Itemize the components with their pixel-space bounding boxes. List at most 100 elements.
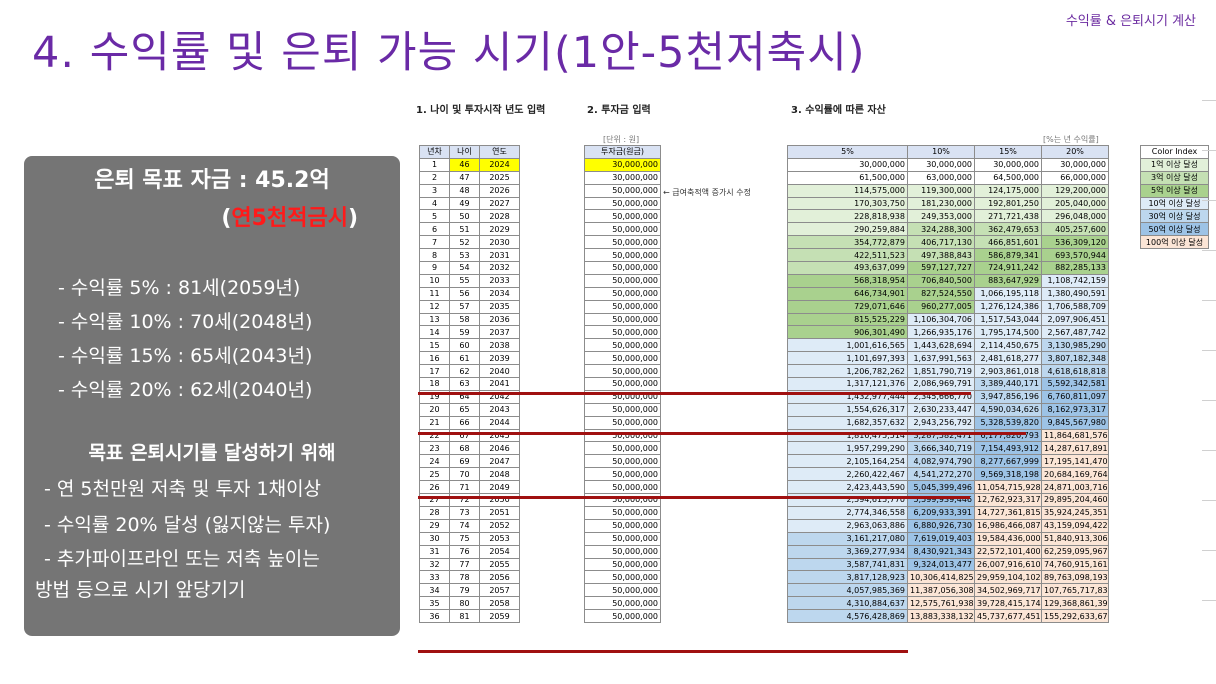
table-row: 50,000,000 [584,235,661,250]
table-cell: 50,000,000 [584,222,661,237]
table-cell: 50,000,000 [584,377,661,391]
gridline [1202,250,1216,251]
table-cell: 9,569,318,198 [974,467,1042,482]
table-cell: 2049 [479,480,520,495]
table-cell: 354,772,879 [787,235,908,250]
table-row: 30,000,000 [584,157,661,172]
table-cell: 12,762,923,317 [974,493,1042,507]
table-row: 1,317,121,376 2,086,969,791 3,389,440,171 5… [787,377,1109,391]
table-cell: 7 [419,235,450,250]
table-cell: 50,000,000 [584,273,661,288]
col-header: 투자금(원금) [584,145,661,159]
table-cell: 2,423,443,590 [787,480,908,495]
table-cell: 1,957,299,290 [787,441,908,456]
legend-item: 1억 이상 달성 [1140,157,1209,172]
table-cell: 536,309,120 [1041,235,1109,250]
table-cell: 39,728,415,174 [974,596,1042,611]
table-cell: 14,287,617,891 [1041,441,1109,456]
table-cell: 155,292,633,677 [1041,609,1109,623]
table-cell: 2,567,487,742 [1041,325,1109,340]
table-cell: 75 [449,531,480,546]
table-cell: 11 [419,286,450,301]
table-cell: 906,301,490 [787,325,908,340]
table-row: 50,000,000 [584,364,661,379]
table-cell: 49 [449,196,480,211]
table-cell: 56 [449,286,480,301]
gridline [1202,300,1216,301]
table-cell: 50,000,000 [584,596,661,611]
table-cell: 61,500,000 [787,170,908,185]
table-cell: 23 [419,441,450,456]
table-cell: 129,200,000 [1041,183,1109,198]
table-cell: 815,525,229 [787,312,908,327]
table-cell: 30,000,000 [1041,157,1109,172]
legend-item: 50억 이상 달성 [1140,222,1209,237]
table-cell: 2024 [479,157,520,172]
table-row: 25 70 2048 [419,467,520,482]
table-cell: 107,765,717,831 [1041,583,1109,598]
table-row: 36 81 2059 [419,609,520,623]
table-cell: 724,911,242 [974,261,1042,275]
table-row: 50,000,000 [584,596,661,611]
table-cell: 883,647,929 [974,273,1042,288]
legend-item: 10억 이상 달성 [1140,196,1209,211]
rate-line: - 수익률 5% : 81세(2059년) [58,277,301,299]
table-row: 18 63 2041 [419,377,520,391]
table-cell: 170,303,750 [787,196,908,211]
table-cell: 5 [419,209,450,224]
table-cell: 2,105,164,254 [787,454,908,469]
table-cell: 20 [419,402,450,417]
table-cell: 50,000,000 [584,183,661,198]
table-cell: 2037 [479,325,520,340]
table-cell: 2,774,346,558 [787,505,908,520]
legend-row: 100억 이상 달성 [1140,235,1209,250]
table-row: 815,525,229 1,106,304,706 1,517,543,044 2,0… [787,312,1109,327]
table-cell: 2044 [479,415,520,430]
table-cell: 2031 [479,248,520,263]
table-cell: 14 [419,325,450,340]
table-cell: 129,368,861,398 [1041,596,1109,611]
table-cell: 52 [449,235,480,250]
table-cell: 68 [449,441,480,456]
table-cell: 50,000,000 [584,338,661,353]
table-cell: 30,000,000 [787,157,908,172]
table-cell: 74,760,915,161 [1041,557,1109,572]
table-row: 3 48 2026 [419,183,520,198]
table-cell: 73 [449,505,480,520]
table-row: 50,000,000 [584,480,661,495]
table-cell: 29 [419,518,450,533]
table-cell: 729,071,646 [787,299,908,314]
table-cell: 422,511,523 [787,248,908,263]
table-cell: 54 [449,261,480,275]
table-row: 2,774,346,558 6,209,933,391 14,727,361,815… [787,505,1109,520]
gridline [1202,500,1216,501]
table-cell: 20,684,169,764 [1041,467,1109,482]
col-header: 년차 [419,145,450,159]
table-cell: 2,943,256,792 [907,415,975,430]
legend-row: 5억 이상 달성 [1140,183,1209,198]
legend-item: 100억 이상 달성 [1140,235,1209,250]
table-row: 1,957,299,290 3,666,340,719 7,154,493,912 1… [787,441,1109,456]
table-cell: 50,000,000 [584,583,661,598]
table-row: 7 52 2030 [419,235,520,250]
table-cell: 2047 [479,454,520,469]
table-cell: 2041 [479,377,520,391]
gridline [1202,600,1216,601]
table-row: 4,057,985,369 11,387,056,308 34,502,969,71… [787,583,1109,598]
table-cell: 57 [449,299,480,314]
table-cell: 11,864,681,576 [1041,428,1109,443]
table-cell: 28 [419,505,450,520]
table-cell: 1,637,991,563 [907,351,975,366]
table-cell: 34 [419,583,450,598]
table-cell: 2,963,063,886 [787,518,908,533]
table-cell: 324,288,300 [907,222,975,237]
table-cell: 3,817,128,923 [787,570,908,585]
table-row: 1,101,697,393 1,637,991,563 2,481,618,277 3… [787,351,1109,366]
table-row: 30,000,000 [584,170,661,185]
table-cell: 62 [449,364,480,379]
table-cell: 2052 [479,518,520,533]
table-cell: 2051 [479,505,520,520]
table-row: 290,259,884 324,288,300 362,479,653 405,257… [787,222,1109,237]
table-cell: 3,161,217,080 [787,531,908,546]
table-row: 50,000,000 [584,325,661,340]
